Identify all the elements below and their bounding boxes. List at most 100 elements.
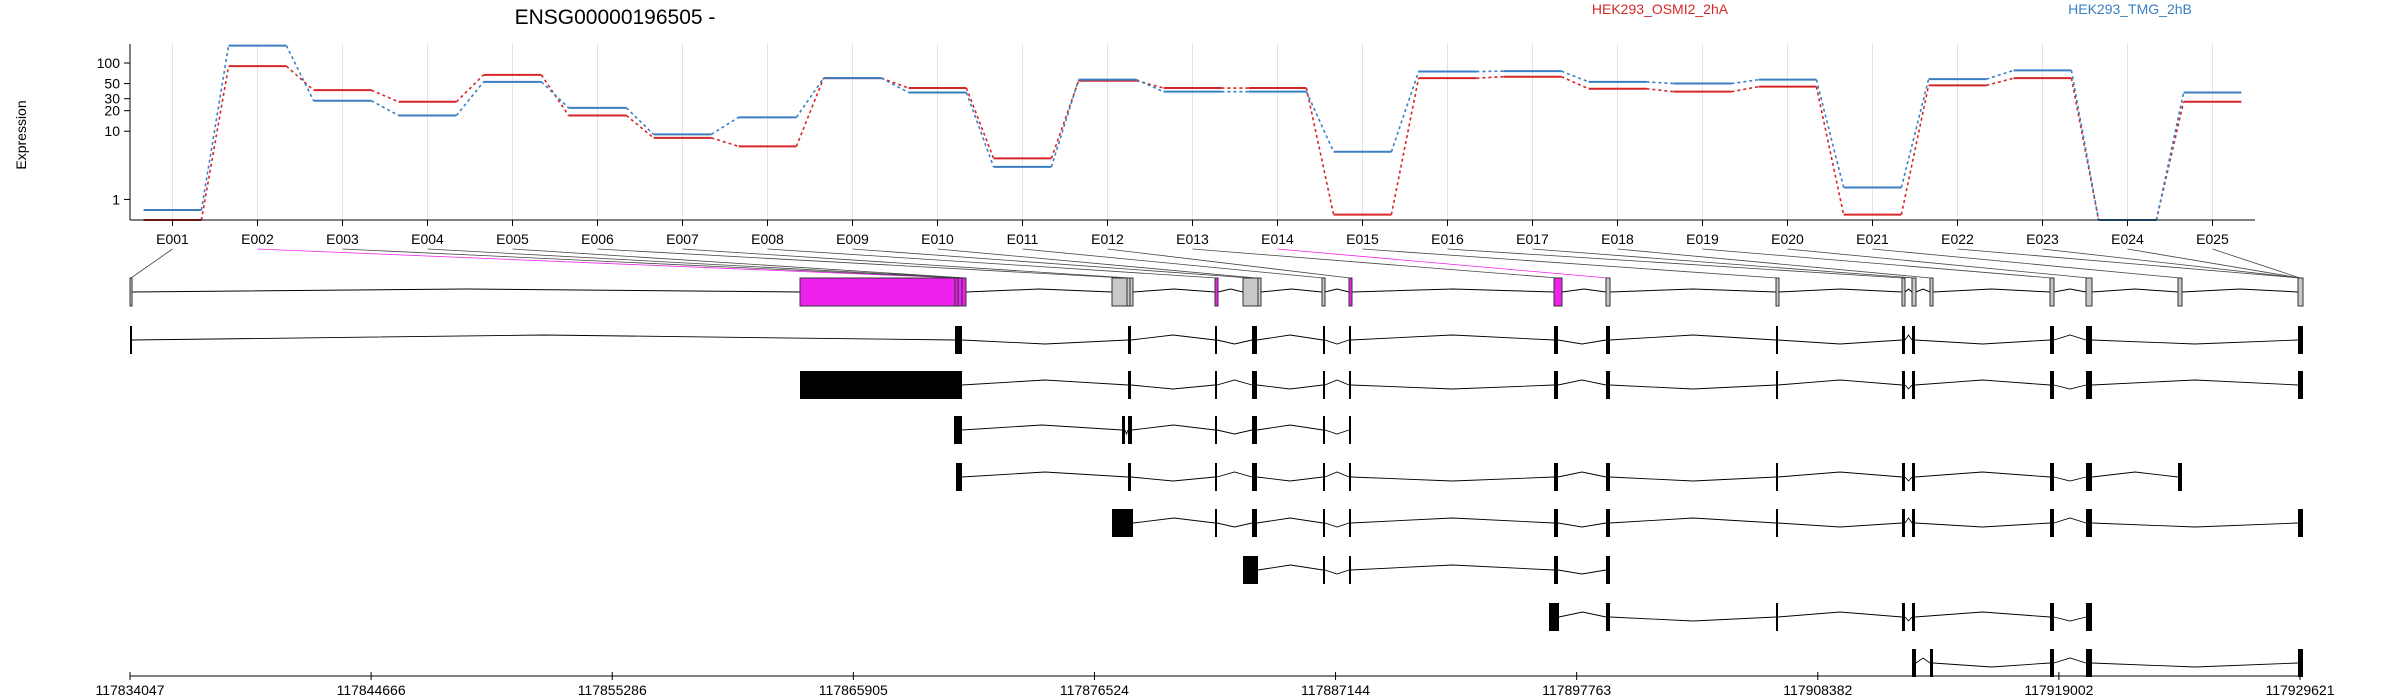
gene-model xyxy=(129,277,2304,307)
transcript-exon xyxy=(1554,326,1558,354)
x-tick-label: E004 xyxy=(411,231,444,247)
x-tick-label: E006 xyxy=(581,231,614,247)
gridlines xyxy=(172,44,2213,220)
exon-connector xyxy=(2042,248,2301,279)
chart-title: ENSG00000196505 - xyxy=(515,6,716,29)
series-2-connector xyxy=(371,100,399,117)
transcript-exon xyxy=(1323,416,1325,444)
exon-connector xyxy=(597,248,1126,279)
legend-series-2: HEK293_TMG_2hB xyxy=(2068,1,2192,17)
x-tick-label: E011 xyxy=(1007,231,1039,247)
x-tick-label: E015 xyxy=(1346,231,1379,247)
transcript-exon xyxy=(1776,509,1778,537)
exon-connector xyxy=(1022,248,1324,279)
transcript-exon xyxy=(1122,416,1125,444)
transcript-exon xyxy=(2086,326,2092,354)
series-2-connector xyxy=(1136,78,1164,93)
exon-connector xyxy=(512,248,967,279)
transcript-exon xyxy=(1902,326,1905,354)
gene-exon xyxy=(1553,277,1563,307)
genomic-tick-label: 117897763 xyxy=(1542,682,1611,698)
transcript-exon xyxy=(1252,326,1257,354)
series-1-connector xyxy=(1561,75,1589,90)
transcript-exon xyxy=(1128,326,1131,354)
series-2-connector xyxy=(1050,79,1080,168)
transcript-exon xyxy=(1128,371,1131,399)
transcript-exon xyxy=(1215,463,1217,491)
gene-exon xyxy=(2177,277,2183,307)
transcript-exon xyxy=(2050,509,2054,537)
gene-exon xyxy=(1214,277,1219,307)
x-tick-label: E023 xyxy=(2026,231,2059,247)
transcript-exon xyxy=(1776,603,1778,631)
gene-exon xyxy=(2297,277,2304,307)
transcript-exon xyxy=(1606,603,1610,631)
transcript-exon xyxy=(1323,326,1325,354)
transcript-exon xyxy=(1912,326,1915,354)
gene-exon xyxy=(1129,277,1134,307)
exon-connector xyxy=(1872,248,2181,279)
transcripts xyxy=(130,326,2303,677)
series-1-connector xyxy=(1731,85,1759,93)
exon-connector xyxy=(852,248,1251,279)
transcript-exon xyxy=(955,326,962,354)
series-1-connector xyxy=(285,65,315,91)
series-2-connector xyxy=(2070,70,2100,221)
exon-connector xyxy=(937,248,1257,279)
transcript-exon xyxy=(1606,326,1610,354)
genomic-tick-label: 117929621 xyxy=(2265,682,2334,698)
x-tick-label: E003 xyxy=(326,231,359,247)
series-2-connector xyxy=(965,92,995,168)
y-tick-label: 1 xyxy=(112,191,120,207)
x-tick-label: E008 xyxy=(751,231,784,247)
transcript-exon xyxy=(1252,371,1257,399)
transcript-exon xyxy=(1554,463,1558,491)
exon-connector xyxy=(1702,248,2053,279)
y-tick-label: 10 xyxy=(104,123,120,139)
transcript-7 xyxy=(1549,603,2092,631)
x-tick-label: E021 xyxy=(1856,231,1889,247)
transcript-exon xyxy=(1902,371,1905,399)
series-2-connector xyxy=(1731,78,1759,85)
transcript-exon xyxy=(1349,509,1351,537)
transcript-exon xyxy=(1128,416,1132,444)
x-tick-label: E018 xyxy=(1601,231,1634,247)
transcript-exon xyxy=(1349,556,1351,584)
series-2-connector xyxy=(1561,70,1589,83)
series-2-connector xyxy=(881,77,909,94)
series-1-connector xyxy=(1305,87,1335,215)
transcript-exon xyxy=(1349,326,1351,354)
series-2 xyxy=(143,44,2242,221)
exon-connector xyxy=(257,248,959,279)
x-tick-label: E013 xyxy=(1176,231,1209,247)
series-2-connector xyxy=(1986,69,2014,80)
transcript-exon xyxy=(1902,463,1905,491)
genomic-tick-label: 117865905 xyxy=(819,682,888,698)
transcript-5 xyxy=(1112,509,2303,537)
x-tick-label: E020 xyxy=(1771,231,1804,247)
gene-exon xyxy=(957,277,963,307)
transcript-exon xyxy=(2050,649,2054,677)
series-2-connector xyxy=(1390,71,1420,153)
y-tick-label: 100 xyxy=(97,55,121,71)
transcript-exon xyxy=(2086,509,2092,537)
exon-connector xyxy=(1192,248,1559,279)
gene-exon xyxy=(1321,277,1326,307)
x-axis: E001 E002 E003 E004 E005 E006 E007 E008 E009 E010… xyxy=(130,219,2255,247)
transcript-exon xyxy=(1902,603,1905,631)
legend-series-1: HEK293_OSMI2_2hA xyxy=(1592,1,1729,17)
gene-exon xyxy=(1348,277,1353,307)
series-2-connector xyxy=(200,45,230,211)
transcript-exon xyxy=(2298,649,2303,677)
x-tick-label: E024 xyxy=(2111,231,2144,247)
series-1-connector xyxy=(1050,80,1080,159)
gene-exon xyxy=(1605,277,1611,307)
plot-area xyxy=(143,44,2242,221)
transcript-intron-lines xyxy=(1132,517,2299,528)
x-tick-label: E014 xyxy=(1261,231,1294,247)
series-2-connector xyxy=(1305,91,1335,153)
genomic-tick-label: 117908382 xyxy=(1783,682,1852,698)
series-2-connector xyxy=(795,77,825,118)
transcript-intron-lines xyxy=(1915,657,2299,668)
